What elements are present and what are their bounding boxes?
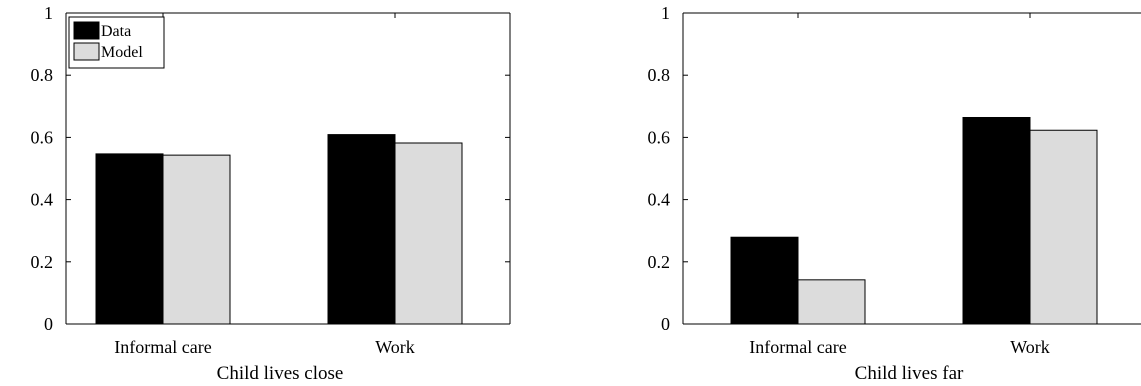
category-label: Work	[375, 337, 415, 357]
legend-label-data: Data	[101, 23, 131, 40]
legend-swatch-model	[73, 42, 100, 61]
x-axis-label: Child lives close	[217, 363, 344, 384]
panel-child-lives-close: 0 0.2 0.4 0.6 0.8 1 Informal care Work Child liv…	[31, 3, 511, 384]
x-axis-label: Child lives far	[855, 363, 964, 384]
y-tick-label: 0	[44, 314, 53, 334]
legend: Data Model	[68, 16, 165, 69]
legend-swatch-data	[73, 21, 100, 40]
category-label: Work	[1010, 337, 1050, 357]
bar-data-work	[962, 116, 1031, 325]
y-tick-label: 0.2	[31, 252, 54, 272]
y-tick-label: 1	[44, 3, 53, 23]
y-tick-label: 0.4	[648, 190, 671, 210]
bar-model-work	[394, 142, 463, 325]
category-label: Informal care	[749, 337, 846, 357]
legend-label-model: Model	[101, 44, 143, 61]
y-tick-label: 0.6	[31, 127, 54, 147]
y-tick-label: 0	[661, 314, 670, 334]
y-tick-label: 1	[661, 3, 670, 23]
y-tick-label: 0.8	[648, 65, 671, 85]
bar-data-work	[327, 134, 396, 325]
y-tick-label: 0.6	[648, 127, 671, 147]
bar-model-work	[1029, 129, 1098, 325]
y-tick-label: 0.2	[648, 252, 671, 272]
panel-child-lives-far: 0 0.2 0.4 0.6 0.8 1 Informal care Work Child liv…	[648, 3, 1141, 384]
y-tick-label: 0.8	[31, 65, 54, 85]
bar-model-informal-care	[162, 154, 231, 325]
y-tick-label: 0.4	[31, 190, 54, 210]
bar-model-informal-care	[797, 279, 866, 325]
bar-data-informal-care	[95, 153, 164, 325]
category-label: Informal care	[114, 337, 211, 357]
bar-data-informal-care	[730, 236, 799, 325]
